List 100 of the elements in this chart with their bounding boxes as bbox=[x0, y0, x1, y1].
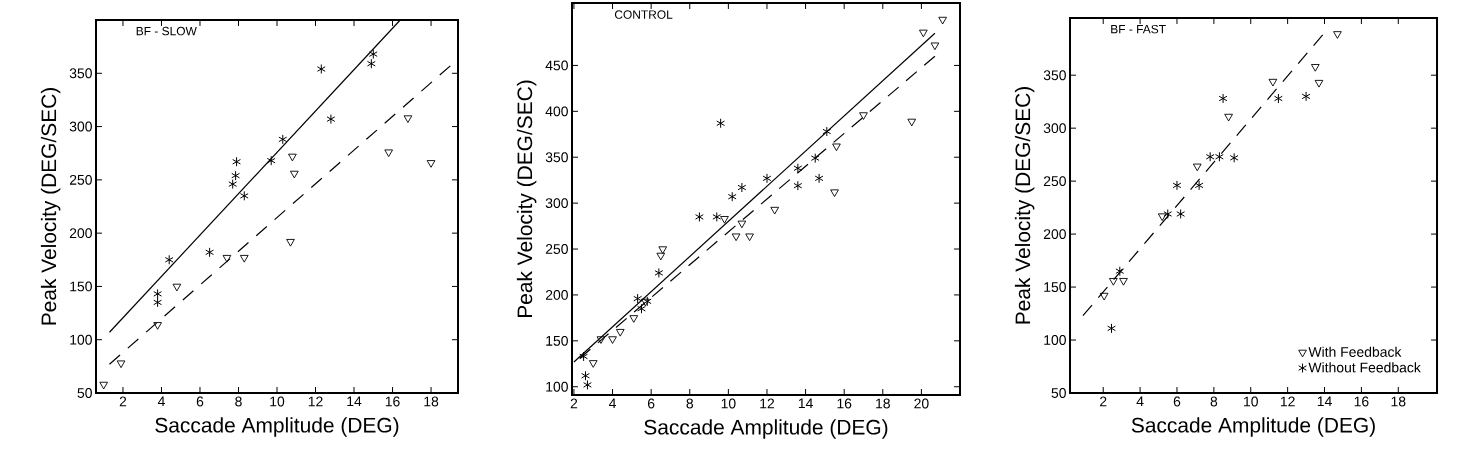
x-tick-label: 4 bbox=[157, 396, 165, 407]
legend-label: With Feedback bbox=[1308, 346, 1402, 357]
point bbox=[278, 134, 288, 145]
y-tick-label: 250 bbox=[545, 244, 568, 254]
point bbox=[596, 336, 606, 344]
x-axis-title: Saccade Amplitude (DEG) bbox=[644, 419, 888, 439]
point bbox=[1314, 79, 1324, 88]
point bbox=[1163, 208, 1173, 219]
point bbox=[1218, 93, 1228, 104]
point bbox=[266, 155, 276, 166]
x-tick-label: 20 bbox=[914, 398, 929, 409]
x-tick-label: 18 bbox=[1391, 396, 1406, 407]
point bbox=[1192, 163, 1202, 172]
x-tick-label: 10 bbox=[1244, 396, 1258, 407]
point bbox=[403, 115, 413, 123]
point bbox=[745, 233, 754, 242]
x-tick-label: 12 bbox=[308, 396, 323, 407]
point bbox=[232, 156, 241, 167]
x-tick-label: 14 bbox=[347, 396, 362, 407]
x-tick-label: 14 bbox=[798, 398, 813, 409]
point bbox=[770, 206, 780, 215]
x-tick-label: 12 bbox=[760, 398, 775, 409]
x-tick-label: 6 bbox=[196, 396, 204, 407]
y-tick-label: 100 bbox=[70, 334, 92, 345]
y-axis-title: Peak Velocity (DEG/SEC) bbox=[40, 88, 61, 325]
x-tick-label: 8 bbox=[1210, 396, 1218, 407]
y-tick-label: 250 bbox=[69, 174, 92, 185]
point bbox=[153, 297, 162, 308]
point bbox=[290, 170, 299, 179]
y-tick-label: 150 bbox=[70, 281, 92, 292]
point bbox=[720, 216, 729, 224]
point bbox=[366, 58, 376, 69]
x-tick-label: 18 bbox=[424, 396, 439, 407]
point bbox=[810, 153, 820, 164]
x-tick-label: 8 bbox=[235, 396, 242, 407]
point bbox=[737, 182, 747, 193]
point bbox=[326, 114, 336, 125]
point bbox=[239, 254, 249, 263]
y-tick-label: 350 bbox=[69, 68, 92, 79]
point bbox=[1333, 31, 1342, 39]
y-tick-label: 50 bbox=[1051, 388, 1066, 398]
y-tick-label: 50 bbox=[77, 388, 92, 398]
point bbox=[1119, 278, 1128, 286]
point bbox=[731, 233, 741, 242]
point bbox=[588, 360, 598, 368]
x-tick-label: 16 bbox=[1354, 396, 1369, 407]
point bbox=[1205, 151, 1215, 162]
x-tick-label: 4 bbox=[608, 398, 617, 409]
point bbox=[633, 293, 643, 304]
x-tick-label: 18 bbox=[876, 398, 890, 409]
point bbox=[1194, 180, 1204, 191]
point bbox=[1310, 64, 1320, 72]
point bbox=[793, 163, 803, 174]
point bbox=[637, 303, 646, 314]
point bbox=[727, 191, 737, 202]
y-tick-label: 100 bbox=[546, 381, 568, 392]
x-tick-label: 4 bbox=[1136, 396, 1144, 407]
point bbox=[762, 173, 772, 184]
point bbox=[658, 246, 668, 254]
x-tick-label: 14 bbox=[1317, 396, 1332, 407]
x-tick-label: 16 bbox=[837, 398, 852, 409]
y-tick-label: 400 bbox=[545, 106, 568, 117]
point bbox=[712, 211, 722, 222]
x-tick-label: 2 bbox=[570, 398, 578, 409]
x-tick-label: 12 bbox=[1280, 396, 1295, 407]
x-tick-label: 2 bbox=[119, 396, 127, 407]
point bbox=[716, 118, 726, 129]
point bbox=[1176, 208, 1186, 219]
point bbox=[579, 351, 588, 362]
point bbox=[695, 211, 704, 222]
x-tick-label: 16 bbox=[385, 396, 400, 407]
y-tick-label: 250 bbox=[1043, 176, 1066, 187]
y-tick-label: 450 bbox=[545, 60, 568, 71]
point bbox=[153, 322, 162, 330]
y-tick-label: 300 bbox=[69, 121, 92, 132]
point bbox=[1107, 323, 1116, 334]
point bbox=[286, 238, 295, 247]
x-tick-label: 10 bbox=[270, 396, 285, 407]
point bbox=[164, 254, 174, 265]
point bbox=[426, 160, 436, 168]
point bbox=[832, 143, 841, 152]
point bbox=[222, 254, 232, 263]
x-tick-label: 2 bbox=[1100, 396, 1107, 407]
point bbox=[153, 288, 162, 299]
y-axis-title: Peak Velocity (DEG/SEC) bbox=[516, 80, 537, 318]
point bbox=[822, 126, 832, 137]
point bbox=[615, 328, 625, 337]
point bbox=[1172, 180, 1182, 191]
y-axis-title: Peak Velocity (DEG/SEC) bbox=[1014, 87, 1035, 324]
point bbox=[1109, 278, 1118, 286]
point bbox=[1224, 113, 1233, 122]
point bbox=[581, 370, 590, 381]
y-tick-label: 300 bbox=[545, 198, 568, 209]
point bbox=[1115, 266, 1125, 277]
point bbox=[1229, 152, 1239, 163]
x-axis-title: Saccade Amplitude (DEG) bbox=[1131, 417, 1375, 437]
x-tick-label: 10 bbox=[721, 398, 736, 409]
point bbox=[930, 42, 940, 51]
point bbox=[629, 315, 639, 323]
point bbox=[368, 49, 378, 60]
